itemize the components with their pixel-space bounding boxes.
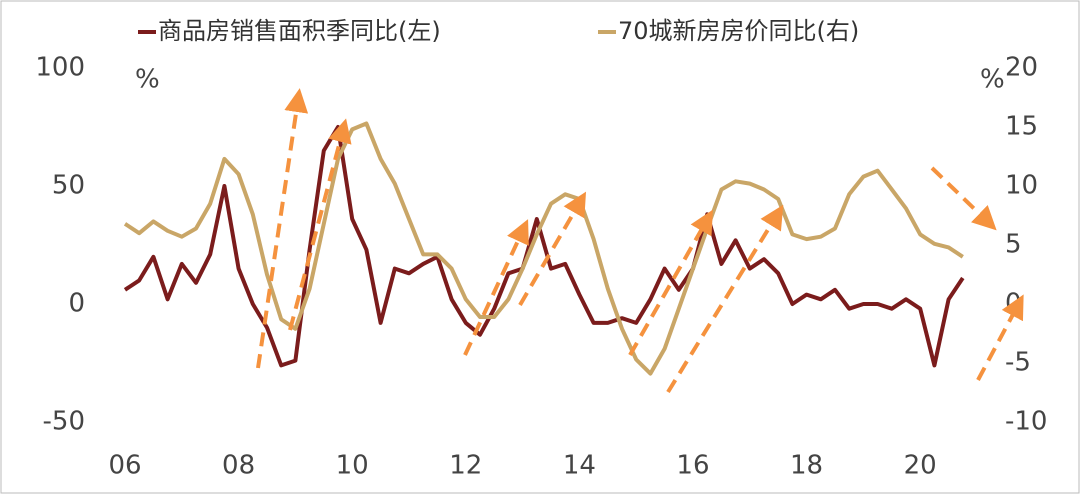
arrow	[976, 294, 1024, 381]
y-tick-label: 0	[68, 289, 85, 319]
arrow	[930, 166, 997, 231]
x-tick-label: 18	[790, 451, 823, 481]
series-line	[123, 121, 964, 376]
trend-arrows	[256, 88, 1024, 394]
arrow	[256, 88, 309, 369]
x-tick-label: 20	[904, 451, 937, 481]
arrow	[463, 219, 529, 356]
x-tick-label: 16	[676, 451, 709, 481]
arrow	[666, 204, 784, 394]
y-tick-label: -50	[43, 407, 85, 437]
arrow	[628, 209, 713, 356]
arrow	[288, 118, 352, 331]
x-tick-label: 12	[449, 451, 482, 481]
y2-tick-label: 10	[1005, 171, 1038, 201]
y2-tick-label: 20	[1005, 53, 1038, 83]
x-tick-label: 06	[108, 451, 141, 481]
y-tick-label: 50	[52, 171, 85, 201]
y2-tick-label: 5	[1005, 230, 1022, 260]
legend-label: 70城新房房价同比(右)	[618, 17, 859, 45]
y2-unit: %	[980, 65, 1005, 95]
y2-tick-label: -5	[1005, 348, 1031, 378]
y-unit: %	[135, 65, 160, 95]
y-tick-label: 100	[35, 53, 85, 83]
arrow	[518, 191, 587, 307]
series-line	[123, 125, 965, 368]
x-tick-label: 14	[563, 451, 596, 481]
y2-tick-label: 15	[1005, 112, 1038, 142]
legend-label: 商品房销售面积季同比(左)	[158, 17, 441, 45]
y2-tick-label: -10	[1005, 407, 1047, 437]
x-tick-label: 10	[336, 451, 369, 481]
x-tick-label: 08	[222, 451, 255, 481]
